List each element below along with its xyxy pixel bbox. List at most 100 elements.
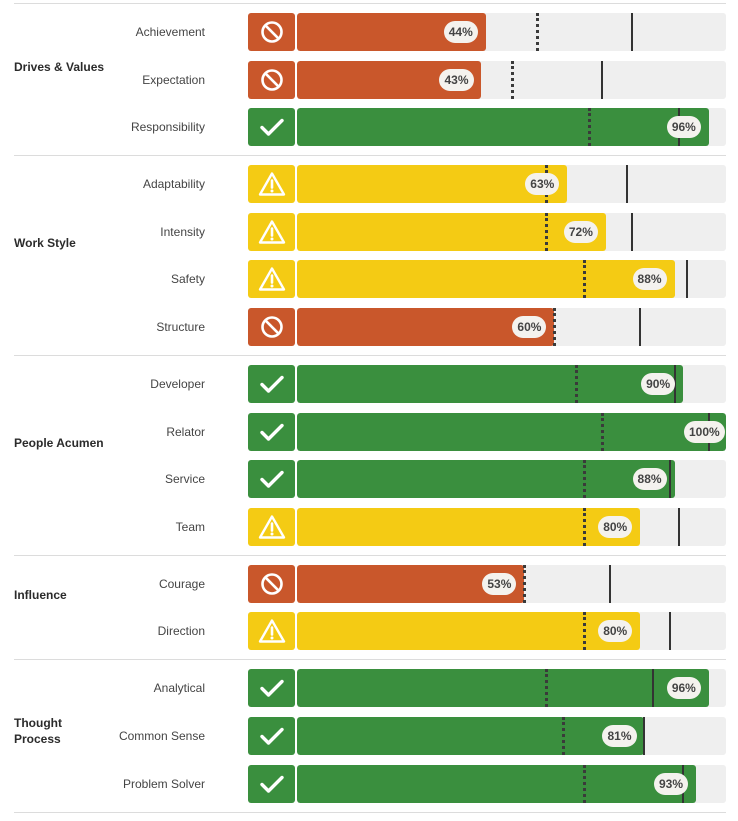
- benchmark-solid-marker: [643, 716, 646, 755]
- benchmark-solid-marker: [609, 564, 612, 603]
- percent-label: 72%: [563, 220, 598, 243]
- score-track: 60%: [297, 307, 726, 346]
- section-title: Influence: [14, 588, 67, 603]
- score-track: 80%: [297, 507, 726, 546]
- percent-label: 93%: [653, 772, 688, 795]
- score-row: Service 88%: [14, 460, 726, 499]
- status-indicator: [248, 716, 295, 755]
- section-divider: [14, 155, 726, 157]
- row-label: Adaptability: [142, 177, 205, 192]
- section-divider: [14, 554, 726, 556]
- score-bar: [297, 716, 645, 755]
- benchmark-dotted-marker: [510, 60, 514, 99]
- score-bar: [297, 412, 726, 451]
- percent-label: 60%: [512, 315, 547, 338]
- score-row: Developer 90%: [14, 365, 726, 403]
- score-bar: [297, 669, 709, 708]
- score-track: 80%: [297, 612, 726, 651]
- benchmark-dotted-marker: [583, 507, 587, 546]
- percent-label: 96%: [666, 116, 701, 139]
- row-label: Expectation: [142, 72, 205, 87]
- status-indicator: [248, 13, 295, 51]
- row-label: Courage: [158, 576, 205, 591]
- check-icon: [259, 116, 285, 138]
- check-icon: [259, 373, 285, 395]
- benchmark-dotted-marker: [544, 669, 548, 708]
- score-bar: [297, 612, 641, 651]
- benchmark-dotted-marker: [574, 365, 578, 403]
- score-row: Expectation 43%: [14, 60, 726, 99]
- warning-icon: [258, 266, 286, 292]
- row-label: Safety: [170, 272, 205, 287]
- status-indicator: [248, 507, 295, 546]
- warning-icon: [258, 514, 286, 540]
- score-row: Common Sense 81%: [14, 716, 726, 755]
- row-label: Service: [164, 472, 205, 487]
- status-indicator: [248, 212, 295, 251]
- score-track: 96%: [297, 669, 726, 708]
- row-label: Team: [175, 519, 205, 534]
- score-bar: [297, 307, 555, 346]
- benchmark-solid-marker: [639, 307, 642, 346]
- score-track: 44%: [297, 13, 726, 51]
- score-track: 63%: [297, 165, 726, 204]
- benchmark-dotted-marker: [587, 108, 591, 147]
- status-indicator: [248, 165, 295, 204]
- status-indicator: [248, 412, 295, 451]
- row-label: Structure: [156, 319, 205, 334]
- score-bar: [297, 212, 606, 251]
- score-bar: [297, 507, 641, 546]
- status-indicator: [248, 60, 295, 99]
- score-track: 90%: [297, 365, 726, 403]
- section-0: Drives & Values Achievement 44% Expectation…: [14, 3, 726, 155]
- score-bar: [297, 365, 684, 403]
- benchmark-solid-marker: [600, 60, 603, 99]
- score-row: Structure 60%: [14, 307, 726, 346]
- ban-icon: [260, 20, 284, 44]
- percent-label: 44%: [443, 21, 478, 43]
- check-icon: [259, 773, 285, 795]
- section-3: Influence Courage 53% Direction 80%: [14, 554, 726, 660]
- status-indicator: [248, 460, 295, 499]
- row-label: Intensity: [160, 224, 205, 239]
- score-track: 100%: [297, 412, 726, 451]
- score-bar: [297, 460, 675, 499]
- benchmark-dotted-marker: [544, 212, 548, 251]
- benchmark-solid-marker: [652, 669, 655, 708]
- ban-icon: [260, 68, 284, 92]
- status-indicator: [248, 669, 295, 708]
- score-track: 96%: [297, 108, 726, 147]
- benchmark-dotted-marker: [583, 460, 587, 499]
- score-row: Analytical 96%: [14, 669, 726, 708]
- score-track: 88%: [297, 460, 726, 499]
- section-2: People Acumen Developer 90% Relator 100% Serv…: [14, 355, 726, 555]
- percent-label: 88%: [632, 268, 667, 291]
- score-bar: [297, 764, 696, 803]
- bottom-divider: [14, 811, 726, 813]
- ban-icon: [260, 572, 284, 596]
- percent-label: 80%: [598, 620, 633, 643]
- row-label: Relator: [166, 424, 205, 439]
- percent-label: 90%: [641, 373, 676, 395]
- score-track: 72%: [297, 212, 726, 251]
- percent-label: 88%: [632, 468, 667, 491]
- score-row: Responsibility 96%: [14, 108, 726, 147]
- benchmark-solid-marker: [669, 460, 672, 499]
- ban-icon: [260, 315, 284, 339]
- score-track: 43%: [297, 60, 726, 99]
- percent-label: 96%: [666, 677, 701, 700]
- section-1: Work Style Adaptability 63% Intensity 72% Saf…: [14, 155, 726, 355]
- score-track: 53%: [297, 564, 726, 603]
- section-4: Thought Process Analytical 96% Common Sense…: [14, 659, 726, 811]
- benchmark-dotted-marker: [553, 307, 557, 346]
- score-row: Courage 53%: [14, 564, 726, 603]
- score-row: Team 80%: [14, 507, 726, 546]
- benchmark-dotted-marker: [561, 716, 565, 755]
- score-row: Achievement 44%: [14, 13, 726, 51]
- section-divider: [14, 355, 726, 356]
- row-label: Problem Solver: [122, 776, 205, 791]
- score-row: Problem Solver 93%: [14, 764, 726, 803]
- score-bar: [297, 165, 568, 204]
- status-indicator: [248, 612, 295, 651]
